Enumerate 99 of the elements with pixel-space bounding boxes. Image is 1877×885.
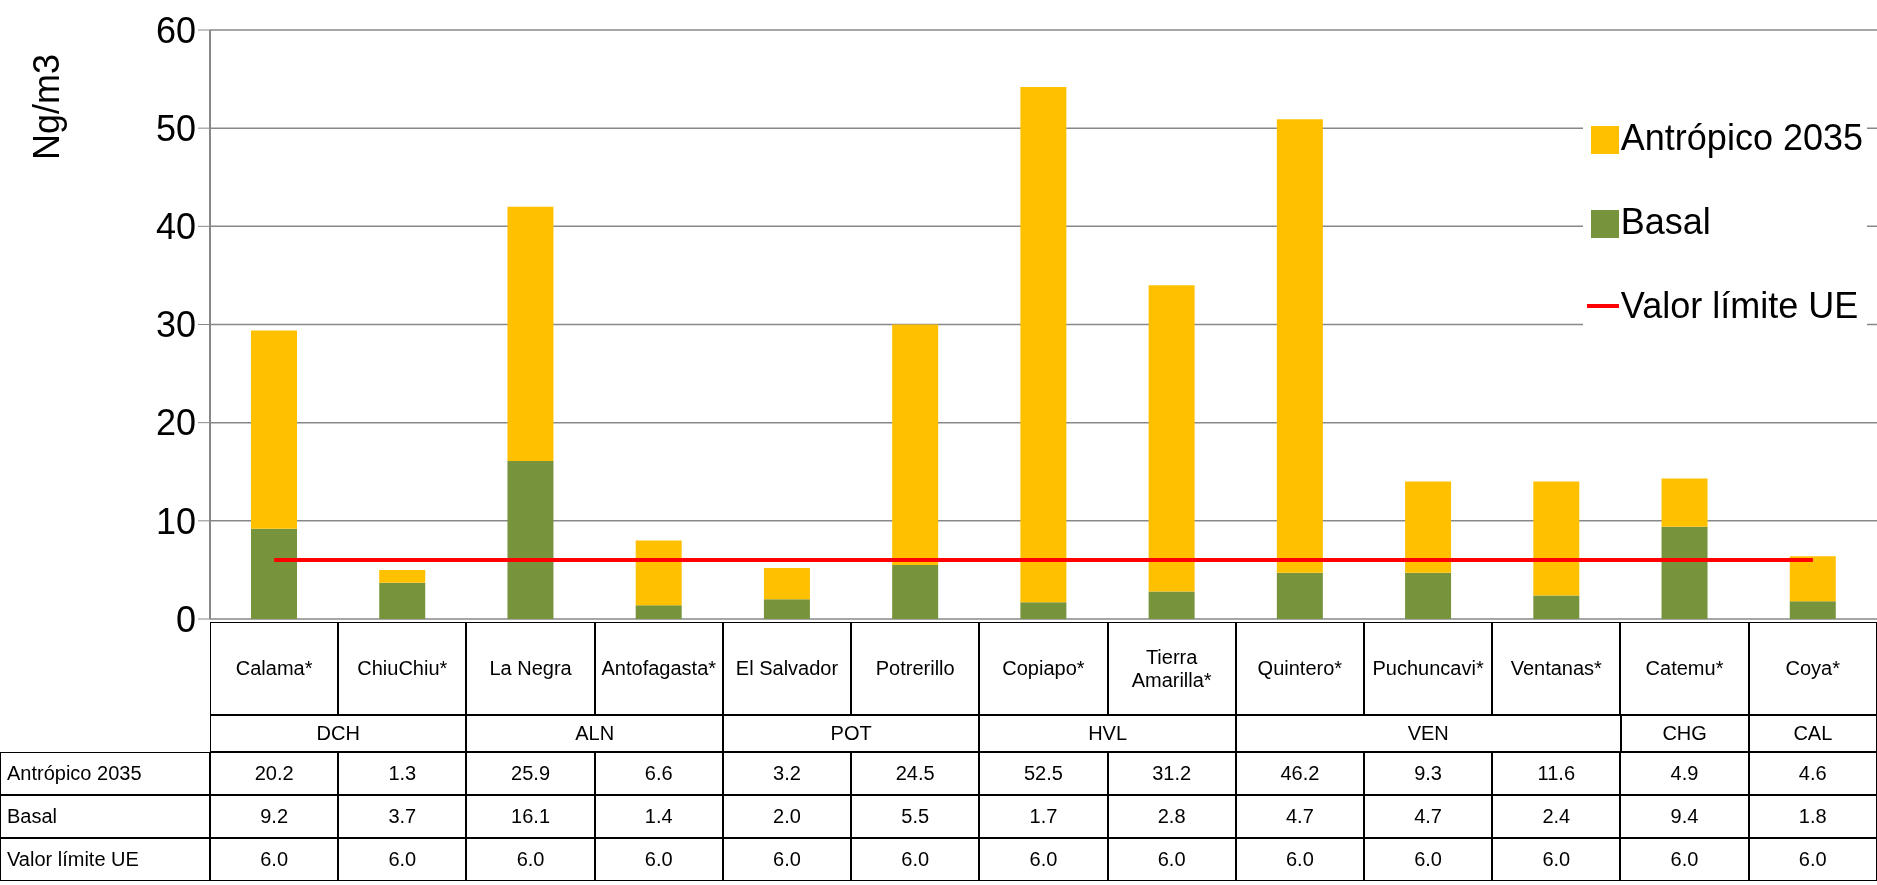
x-tick-label: Quintero* [1235,622,1364,715]
x-tick-label: El Salvador [722,622,852,715]
data-label: 25.9 [466,752,595,795]
x-tick-label: Catemu* [1620,622,1749,715]
x-tick-label: Antofagasta* [594,622,723,715]
data-label: 6.0 [722,838,852,881]
bar [635,540,682,606]
bar [892,324,939,566]
data-label: 4.9 [1620,752,1749,795]
data-label: 9.2 [210,795,339,838]
text: VEN [1235,715,1621,752]
data-label: 4.7 [1363,795,1493,838]
legend-label: Antrópico 2035 [1620,117,1863,159]
bar [763,567,810,600]
x-tick-label: Calama* [210,622,339,715]
bar [379,569,426,583]
y-tick-label: 20 [155,402,196,444]
x-tick-label: Puchuncavi* [1363,622,1493,715]
y-axis-title: Ng/m3 [26,53,68,160]
x-tick-label: Coya* [1748,622,1877,715]
bar [251,330,297,529]
data-label: 6.0 [851,838,980,881]
bar [1148,591,1195,619]
y-tick-label: 50 [155,107,196,149]
bar [507,206,554,461]
data-label: 9.3 [1363,752,1493,795]
bar [1020,86,1067,603]
data-label: 16.1 [466,795,595,838]
x-tick-label: Tierra Amarilla* [1107,622,1236,715]
text: ALN [466,715,723,752]
data-label: 6.6 [594,752,723,795]
data-label: 2.4 [1492,795,1621,838]
data-label: 2.8 [1107,795,1236,838]
y-tick-label: 40 [155,206,196,248]
data-label: 6.0 [979,838,1108,881]
data-label: 2.0 [722,795,852,838]
data-label: 11.6 [1492,752,1621,795]
y-tick-label: 30 [155,304,196,346]
data-label: 6.0 [594,838,723,881]
bar [1661,478,1708,527]
bar [1405,572,1452,619]
bar [635,605,682,619]
bar [1276,572,1323,619]
bar [379,582,426,619]
y-tick-label: 0 [175,598,196,640]
data-label: 6.0 [466,838,595,881]
bar [892,565,939,619]
data-label: 4.6 [1748,752,1877,795]
bar [1533,595,1580,619]
text: CAL [1748,715,1877,752]
data-label: 6.0 [1363,838,1493,881]
legend-label: Basal [1620,201,1711,243]
data-label: 1.4 [594,795,723,838]
text: Basal [7,805,58,827]
data-label: 9.4 [1620,795,1749,838]
data-label: 1.3 [338,752,467,795]
bar [1405,481,1452,573]
y-tick-label: 60 [155,9,196,51]
data-label: 6.0 [1235,838,1364,881]
legend-label: Valor límite UE [1620,285,1859,327]
bar [251,528,297,619]
bar [1020,602,1067,619]
bar [1148,285,1195,592]
data-label: 3.2 [722,752,852,795]
text: CHG [1620,715,1749,752]
y-tick-label: 10 [155,500,196,542]
bar [1533,481,1580,596]
data-label: 3.7 [338,795,467,838]
text: POT [722,715,980,752]
x-tick-label: Potrerillo [851,622,980,715]
data-label: 1.7 [979,795,1108,838]
data-label: 1.8 [1748,795,1877,838]
text: DCH [210,715,467,752]
data-label: 6.0 [1620,838,1749,881]
data-label: 24.5 [851,752,980,795]
data-label: 20.2 [210,752,339,795]
data-label: 5.5 [851,795,980,838]
bar [1789,601,1836,619]
bar [507,460,554,619]
text: Antrópico 2035 [7,762,142,784]
x-tick-label: ChiuChiu* [338,622,467,715]
data-label: 6.0 [1748,838,1877,881]
data-label: 52.5 [979,752,1108,795]
bar [1789,556,1836,602]
data-label: 31.2 [1107,752,1236,795]
data-label: 6.0 [338,838,467,881]
data-label: 6.0 [1107,838,1236,881]
data-label: 4.7 [1235,795,1364,838]
text: HVL [979,715,1236,752]
x-tick-label: Ventanas* [1492,622,1621,715]
data-label: 46.2 [1235,752,1364,795]
bar [1661,526,1708,619]
x-tick-label: Copiapo* [979,622,1108,715]
bar [763,599,810,619]
data-label: 6.0 [1492,838,1621,881]
text: Valor límite UE [7,848,139,870]
bar [1276,119,1323,573]
x-tick-label: La Negra [466,622,595,715]
data-label: 6.0 [210,838,339,881]
